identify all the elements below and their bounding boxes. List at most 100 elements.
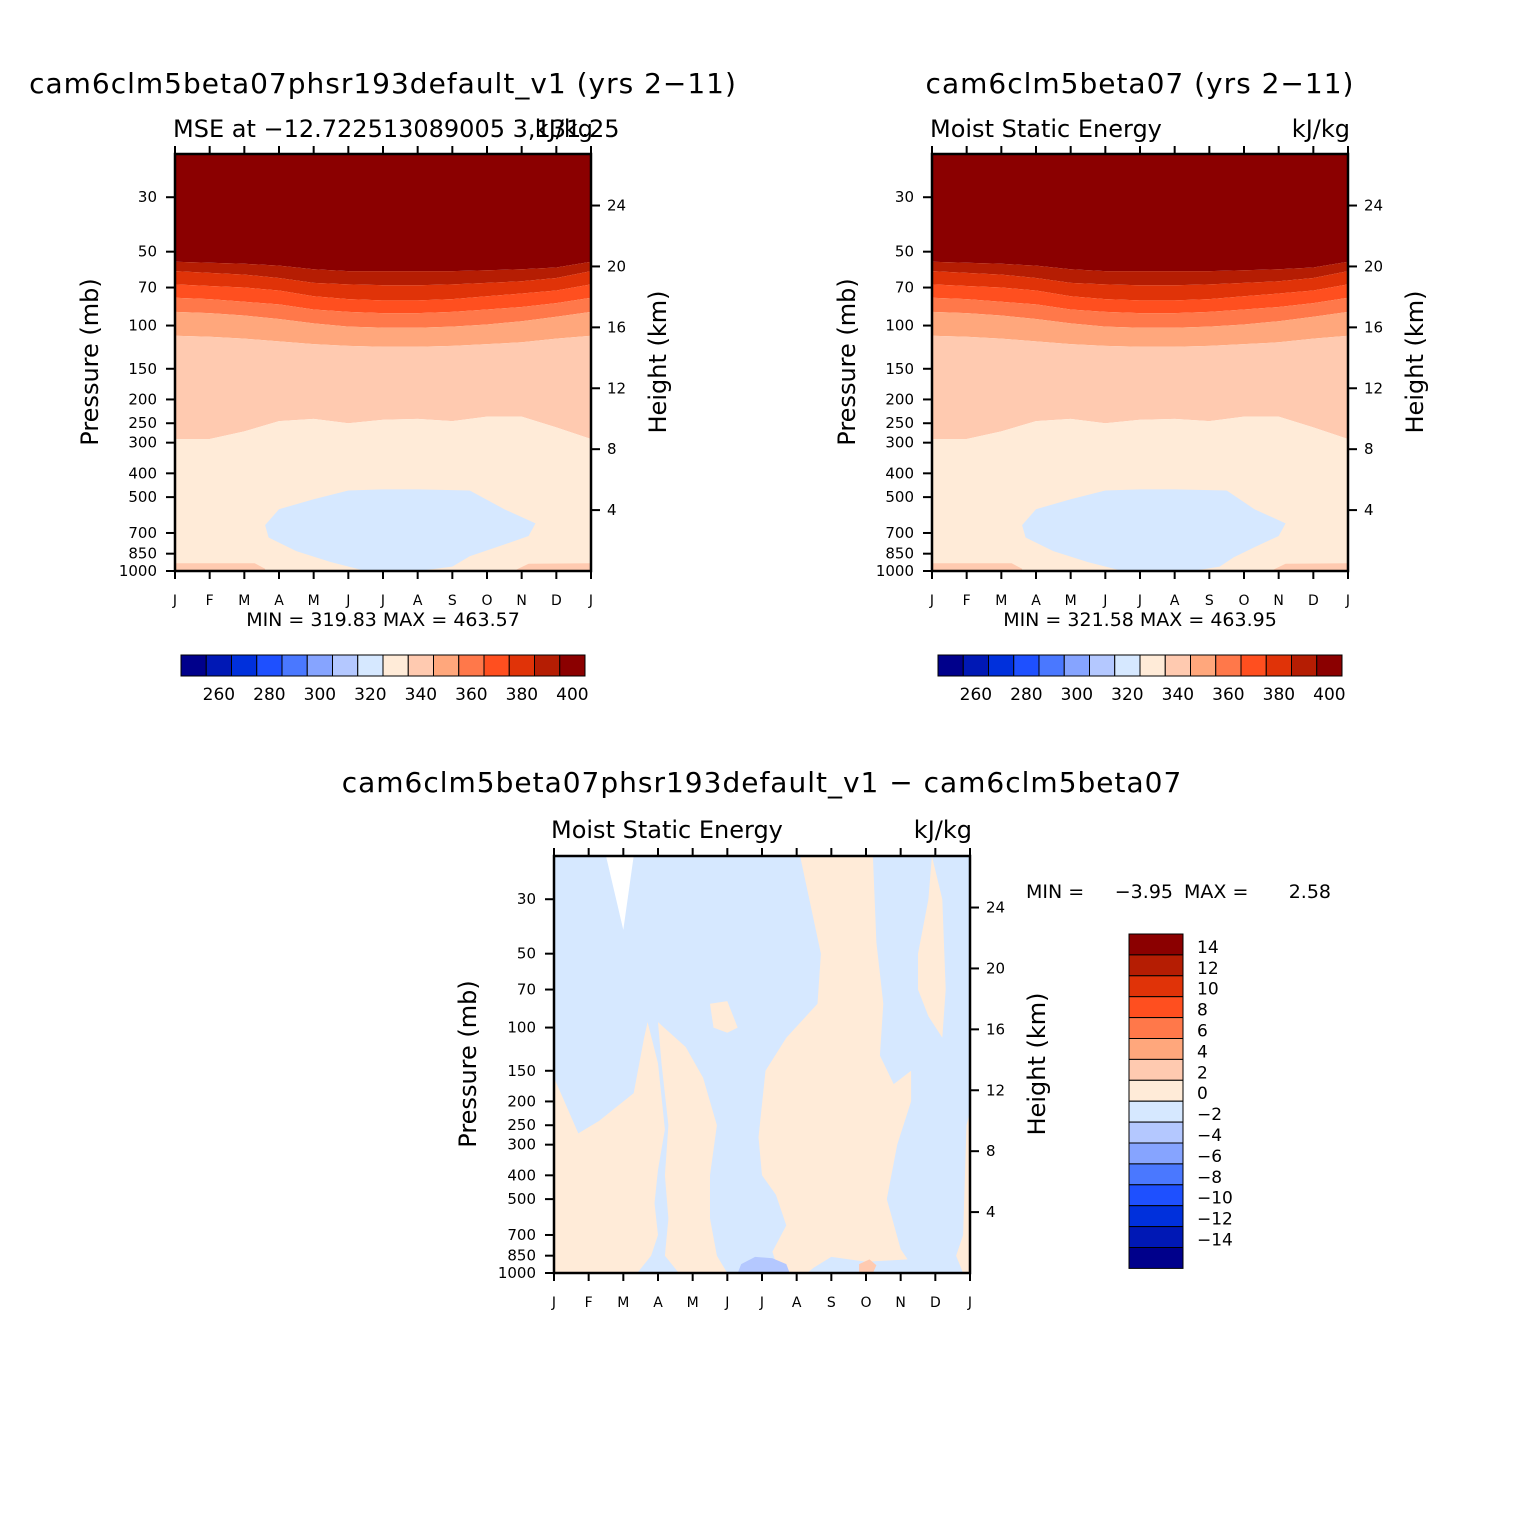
surface-band-jan [175,563,266,571]
colorbar-box [1240,654,1267,677]
x-tick-label: S [1205,593,1214,609]
y-tick-label: 700 [128,524,157,542]
colorbar-box [1139,654,1166,677]
contour-band-1 [932,261,1348,286]
colorbar-label: −8 [1197,1168,1222,1188]
colorbar-box [1190,654,1217,677]
colorbar-label: 320 [354,685,386,705]
panel-title: cam6clm5beta07phsr193default_v1 (yrs 2−1… [29,67,737,100]
colorbar-box [1128,1247,1184,1269]
y-tick-label: 250 [128,414,157,432]
panel-units: kJ/kg [914,816,972,844]
max-label: MAX = [1184,881,1248,903]
x-tick-label: M [238,593,250,609]
diff-warm-region-1 [658,1022,728,1273]
diff-warm-region-3 [918,856,946,1038]
min-max-stats: MIN = 321.58 MAX = 463.95 [1003,609,1277,631]
y-tick-label: 200 [507,1092,536,1110]
y-tick-label: 700 [885,524,914,542]
colorbar-box [1316,654,1343,677]
panel-left: cam6clm5beta07phsr193default_v1 (yrs 2−1… [29,67,737,705]
y-axis-label: Pressure (mb) [454,980,482,1147]
y-tick-label: 300 [507,1136,536,1154]
colorbar-box [231,654,258,677]
y2-tick-label: 16 [607,318,626,336]
colorbar-box [1128,1184,1184,1207]
colorbar-label: −6 [1197,1147,1222,1167]
min-max-stats: MIN = 319.83 MAX = 463.57 [246,609,520,631]
colorbar-box [1128,1079,1184,1102]
x-tick-label: J [967,1295,972,1311]
colorbar-box [332,654,359,677]
colorbar: 260 280 300 320 340 360 380 400 [937,654,1346,705]
panel-diff: cam6clm5beta07phsr193default_v1 − cam6cl… [342,766,1331,1311]
colorbar-label: −14 [1197,1231,1233,1251]
colorbar-box [483,654,510,677]
y-tick-label: 100 [885,317,914,335]
contour-band-3 [932,284,1348,314]
colorbar-label: 0 [1197,1084,1208,1104]
y-tick-label: 50 [895,243,914,261]
y-tick-label: 250 [885,414,914,432]
colorbar-box [1038,654,1065,677]
y-tick-label: 70 [517,981,536,999]
colorbar-box [937,654,964,677]
axes: J F M A M J J A S O N D J 30 50 70 100 150 200 250 300 400 500… [119,146,626,609]
colorbar-box [1063,654,1090,677]
panel-title: cam6clm5beta07 (yrs 2−11) [926,67,1355,100]
colorbar-box [281,654,308,677]
colorbar-box [1265,654,1292,677]
y2-tick-label: 12 [986,1081,1005,1099]
colorbar-label: 260 [960,685,992,705]
colorbar-box [1013,654,1040,677]
x-tick-label: N [516,593,526,609]
colorbar-label: 12 [1197,959,1219,979]
surface-band-dec [514,563,591,571]
x-tick-label: A [653,1295,663,1311]
colorbar-label: 380 [506,685,538,705]
y-tick-label: 500 [507,1190,536,1208]
contour-field [175,154,591,571]
colorbar-label: 14 [1197,938,1219,958]
y2-tick-label: 8 [607,440,617,458]
x-tick-label: O [860,1295,871,1311]
diff-warm-region-2 [758,856,912,1273]
colorbar-label: 300 [304,685,336,705]
diff-warm-region-0 [554,1022,665,1273]
y-tick-label: 700 [507,1226,536,1244]
x-tick-label: M [687,1295,699,1311]
x-tick-label: D [1308,593,1319,609]
colorbar-label: 10 [1197,980,1219,1000]
y2-tick-label: 20 [1364,257,1383,275]
diff-warm-region-4 [710,1001,738,1033]
y-tick-label: 500 [128,488,157,506]
cool-blob [265,489,536,571]
colorbar-label: 400 [556,685,588,705]
y2-axis-label: Height (km) [1401,291,1429,434]
x-tick-label: M [617,1295,629,1311]
colorbar-box [1128,1142,1184,1165]
y-tick-label: 1000 [119,562,157,580]
surface-band-jan [932,563,1023,571]
axes: J F M A M J J A S O N D J 30 50 70 100 150 200 250 300 400 500… [876,146,1383,609]
colorbar-label: 400 [1313,685,1345,705]
panel-units: kJ/kg [535,115,593,143]
colorbar-box [1128,954,1184,977]
x-tick-label: A [792,1295,802,1311]
y2-tick-label: 8 [986,1142,996,1160]
panel-title: cam6clm5beta07phsr193default_v1 − cam6cl… [342,766,1183,799]
colorbar-box [962,654,989,677]
x-tick-label: O [1238,593,1249,609]
colorbar-box [180,654,207,677]
y-tick-label: 70 [895,279,914,297]
colorbar-box [1215,654,1242,677]
y2-tick-label: 8 [1364,440,1374,458]
y-tick-label: 300 [128,434,157,452]
contour-band-0 [932,154,1348,272]
y2-tick-label: 20 [986,959,1005,977]
colorbar-box [1128,1017,1184,1039]
panel-subtitle: Moist Static Energy [551,816,783,844]
colorbar: 260 280 300 320 340 360 380 400 [180,654,589,705]
y-tick-label: 1000 [498,1264,536,1282]
